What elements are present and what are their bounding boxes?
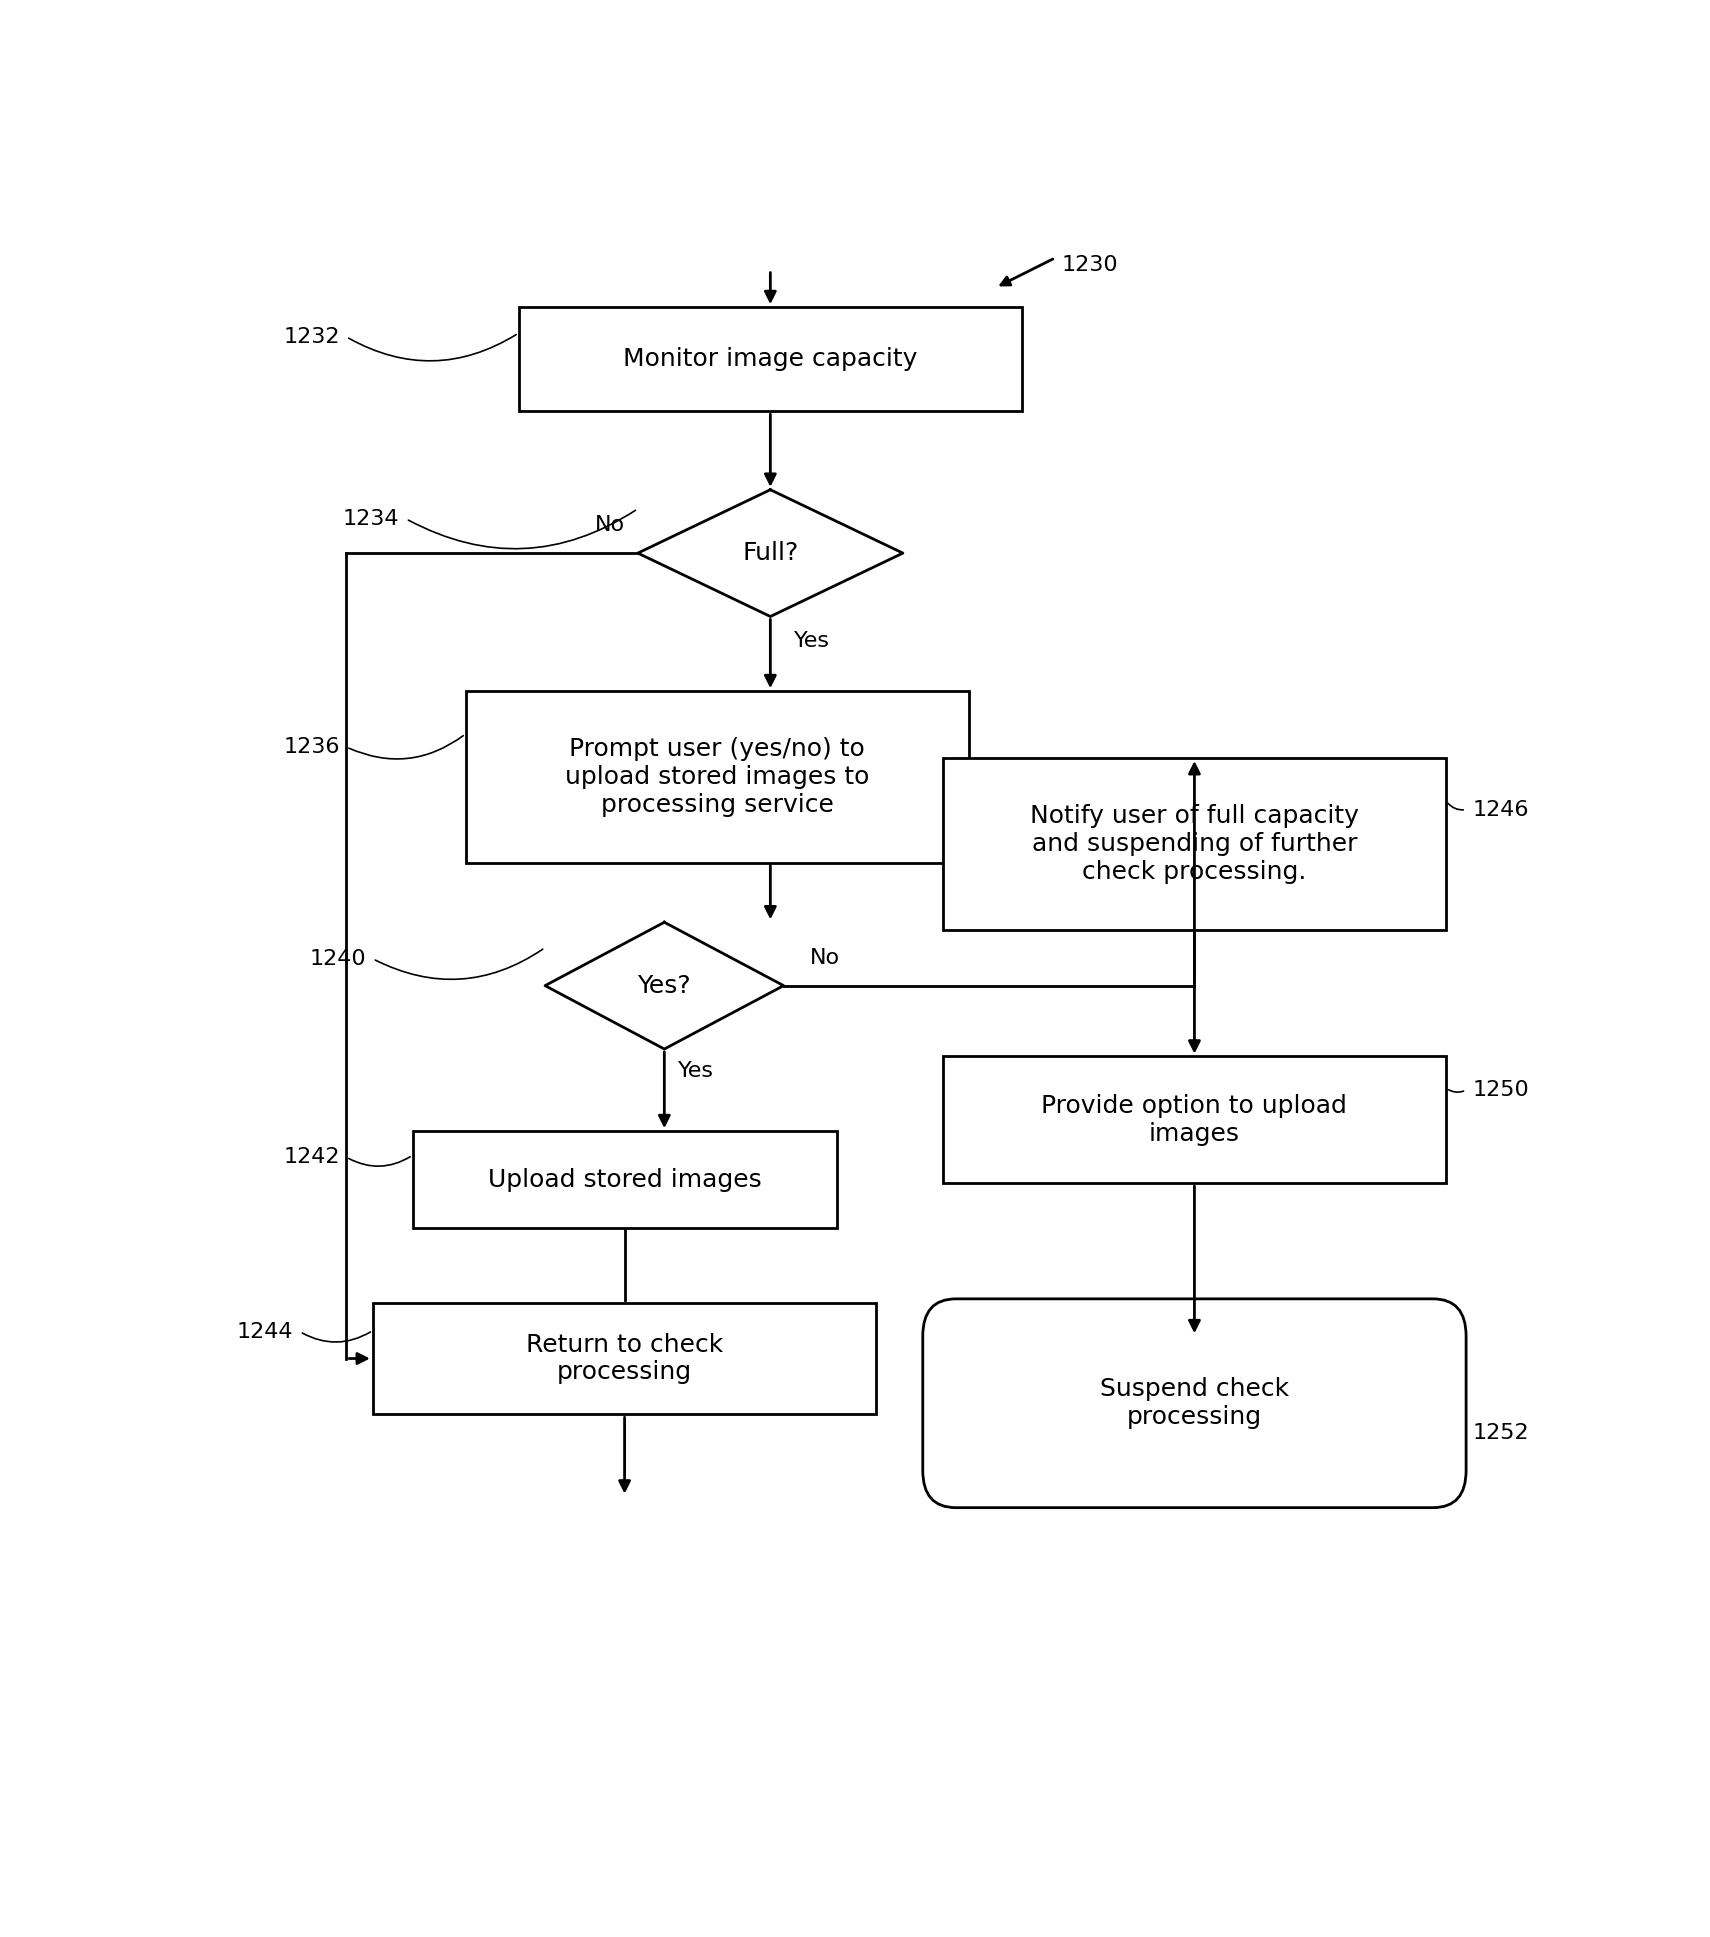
Text: Provide option to upload
images: Provide option to upload images (1041, 1094, 1347, 1147)
Text: 1232: 1232 (284, 327, 340, 347)
Text: Upload stored images: Upload stored images (487, 1168, 761, 1191)
FancyArrowPatch shape (409, 509, 636, 548)
Text: No: No (811, 947, 840, 968)
FancyBboxPatch shape (465, 692, 970, 862)
Text: Suspend check
processing: Suspend check processing (1100, 1377, 1289, 1430)
Text: 1252: 1252 (1472, 1424, 1529, 1443)
FancyArrowPatch shape (374, 949, 542, 980)
FancyArrowPatch shape (1448, 804, 1464, 810)
FancyBboxPatch shape (412, 1131, 836, 1228)
FancyBboxPatch shape (923, 1300, 1465, 1507)
FancyBboxPatch shape (518, 308, 1023, 411)
Polygon shape (545, 922, 783, 1050)
Text: Yes: Yes (793, 631, 831, 651)
Text: 1242: 1242 (284, 1147, 340, 1168)
Text: Yes: Yes (677, 1061, 713, 1081)
FancyArrowPatch shape (349, 335, 516, 360)
Text: No: No (595, 515, 624, 535)
Text: 1246: 1246 (1472, 800, 1529, 819)
Text: Yes?: Yes? (638, 974, 691, 998)
Text: Prompt user (yes/no) to
upload stored images to
processing service: Prompt user (yes/no) to upload stored im… (566, 738, 869, 817)
Text: Notify user of full capacity
and suspending of further
check processing.: Notify user of full capacity and suspend… (1029, 804, 1359, 883)
Text: Full?: Full? (742, 540, 799, 566)
FancyArrowPatch shape (349, 736, 463, 759)
Text: 1234: 1234 (342, 509, 400, 529)
FancyArrowPatch shape (1448, 1091, 1464, 1092)
Text: Monitor image capacity: Monitor image capacity (622, 347, 918, 372)
FancyArrowPatch shape (1435, 1426, 1464, 1435)
Text: 1236: 1236 (284, 736, 340, 757)
Text: 1240: 1240 (310, 949, 366, 968)
FancyArrowPatch shape (303, 1333, 371, 1342)
Text: 1250: 1250 (1472, 1081, 1529, 1100)
Text: 1244: 1244 (236, 1321, 294, 1342)
FancyBboxPatch shape (942, 757, 1447, 930)
FancyArrowPatch shape (349, 1156, 410, 1166)
Text: 1230: 1230 (1062, 256, 1118, 275)
FancyBboxPatch shape (373, 1302, 876, 1414)
FancyBboxPatch shape (942, 1056, 1447, 1184)
Text: Return to check
processing: Return to check processing (527, 1333, 723, 1385)
Polygon shape (638, 490, 903, 616)
